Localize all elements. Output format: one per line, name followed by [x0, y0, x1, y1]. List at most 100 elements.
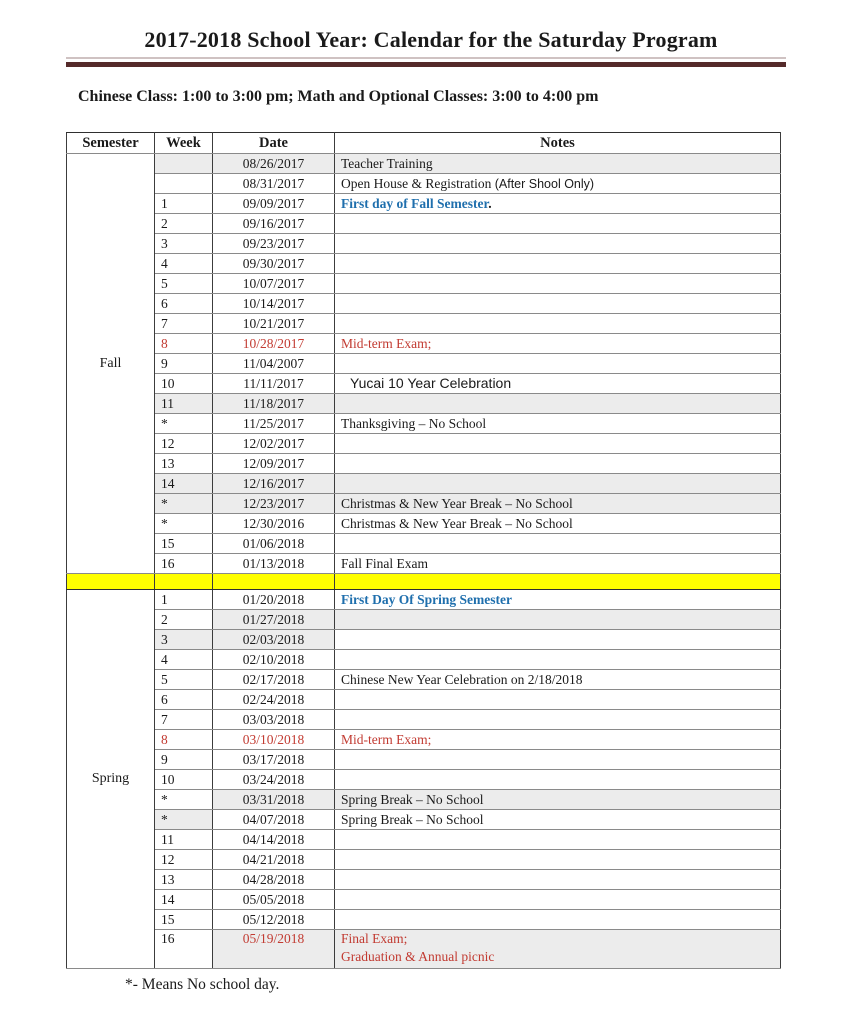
notes-cell	[334, 233, 781, 255]
table-row: 13 12/09/2017	[67, 453, 781, 475]
week-cell: *	[154, 789, 213, 811]
note-text: Open House & Registration	[341, 175, 495, 191]
note-text: Yucai 10 Year Celebration	[350, 375, 512, 392]
notes-cell: Spring Break – No School	[334, 809, 781, 831]
note-text: Mid-term Exam;	[341, 731, 432, 747]
date-cell: 12/02/2017	[212, 433, 335, 455]
note-text: Chinese New Year Celebration on 2/18/201…	[341, 671, 583, 687]
notes-cell	[334, 313, 781, 335]
notes-cell	[334, 649, 781, 671]
date-cell: 11/25/2017	[212, 413, 335, 435]
col-header-week: Week	[154, 132, 213, 155]
notes-cell	[334, 213, 781, 235]
title-underline-thick	[66, 62, 786, 68]
date-cell: 10/14/2017	[212, 293, 335, 315]
table-row: 10 03/24/2018	[67, 769, 781, 791]
notes-cell	[334, 829, 781, 851]
week-cell	[154, 153, 213, 175]
title-underline	[66, 57, 786, 68]
week-cell: 12	[154, 433, 213, 455]
col-header-notes: Notes	[334, 132, 781, 155]
week-cell	[154, 173, 213, 195]
note-text: Christmas & New Year Break – No School	[341, 495, 573, 511]
table-row: 8 10/28/2017 Mid-term Exam;	[67, 333, 781, 355]
date-cell: 10/07/2017	[212, 273, 335, 295]
date-cell: 05/12/2018	[212, 909, 335, 931]
table-row: 6 10/14/2017	[67, 293, 781, 315]
week-cell: *	[154, 493, 213, 515]
week-cell: 15	[154, 533, 213, 555]
table-row: * 04/07/2018 Spring Break – No School	[67, 809, 781, 831]
notes-cell	[334, 909, 781, 931]
notes-cell: Fall Final Exam	[334, 553, 781, 575]
table-row: 2 09/16/2017	[67, 213, 781, 235]
table-row: 11 11/18/2017	[67, 393, 781, 415]
date-cell: 02/10/2018	[212, 649, 335, 671]
calendar-table-body: Fall 08/26/2017 Teacher Training 08/31/2017…	[66, 153, 781, 970]
note-text: Thanksgiving – No School	[341, 415, 487, 431]
table-row: * 03/31/2018 Spring Break – No School	[67, 789, 781, 811]
week-cell: 4	[154, 253, 213, 275]
notes-cell: Christmas & New Year Break – No School	[334, 493, 781, 515]
week-cell: 4	[154, 649, 213, 671]
date-cell: 11/18/2017	[212, 393, 335, 415]
week-cell: 2	[154, 213, 213, 235]
notes-cell	[334, 869, 781, 891]
table-row: 4 02/10/2018	[67, 649, 781, 671]
date-cell: 03/31/2018	[212, 789, 335, 811]
note-text: Spring Break – No School	[341, 811, 484, 827]
col-header-date: Date	[212, 132, 335, 155]
note-text: Mid-term Exam;	[341, 335, 432, 351]
table-row: Spring 1 01/20/2018 First Day Of Spring Sem…	[66, 589, 781, 970]
note-text: Spring Break – No School	[341, 791, 484, 807]
note-text: First day of Fall Semester	[341, 195, 489, 211]
notes-cell	[334, 573, 781, 591]
table-row: 12 12/02/2017	[67, 433, 781, 455]
week-cell: *	[154, 513, 213, 535]
date-cell	[212, 573, 335, 591]
notes-cell	[334, 293, 781, 315]
table-row: 16 05/19/2018 Final Exam; Graduation & Annu…	[67, 929, 781, 970]
week-cell: 11	[154, 829, 213, 851]
week-cell: 14	[154, 473, 213, 495]
table-row: * 12/23/2017 Christmas & New Year Break – …	[67, 493, 781, 515]
date-cell: 12/23/2017	[212, 493, 335, 515]
table-row: 13 04/28/2018	[67, 869, 781, 891]
document-page: 2017-2018 School Year: Calendar for the …	[0, 27, 862, 994]
week-cell: 3	[154, 629, 213, 651]
table-row: 9 11/04/2007	[67, 353, 781, 375]
table-row: Fall 08/26/2017 Teacher Training	[66, 153, 781, 575]
notes-cell: Yucai 10 Year Celebration	[334, 373, 781, 395]
notes-cell	[334, 253, 781, 275]
notes-cell	[334, 273, 781, 295]
calendar-table: Semester Week Date Notes Fall 08/26/2017 T…	[66, 132, 781, 970]
notes-cell: Spring Break – No School	[334, 789, 781, 811]
notes-cell: Thanksgiving – No School	[334, 413, 781, 435]
table-row: 08/31/2017 Open House & Registration (Aft…	[67, 173, 781, 195]
week-cell: 5	[154, 273, 213, 295]
table-row: * 12/30/2016 Christmas & New Year Break – …	[67, 513, 781, 535]
table-row: 4 09/30/2017	[67, 253, 781, 275]
header-row: Semester Week Date Notes	[66, 132, 781, 155]
date-cell: 04/21/2018	[212, 849, 335, 871]
date-cell: 10/21/2017	[212, 313, 335, 335]
week-cell: 13	[154, 869, 213, 891]
week-cell: 6	[154, 689, 213, 711]
table-row: 2 01/27/2018	[67, 609, 781, 631]
table-row: 11 04/14/2018	[67, 829, 781, 851]
date-cell: 04/28/2018	[212, 869, 335, 891]
week-cell: 16	[154, 553, 213, 575]
notes-cell	[334, 689, 781, 711]
notes-cell	[334, 629, 781, 651]
date-cell: 01/27/2018	[212, 609, 335, 631]
week-cell: 14	[154, 889, 213, 911]
date-cell: 05/19/2018	[212, 929, 335, 970]
table-row: 7 10/21/2017	[67, 313, 781, 335]
week-cell: 9	[154, 353, 213, 375]
date-cell: 02/24/2018	[212, 689, 335, 711]
semester-cell	[66, 573, 155, 591]
semester-cell: Fall	[66, 153, 155, 575]
date-cell: 08/26/2017	[212, 153, 335, 175]
week-cell: *	[154, 809, 213, 831]
week-cell: 10	[154, 769, 213, 791]
